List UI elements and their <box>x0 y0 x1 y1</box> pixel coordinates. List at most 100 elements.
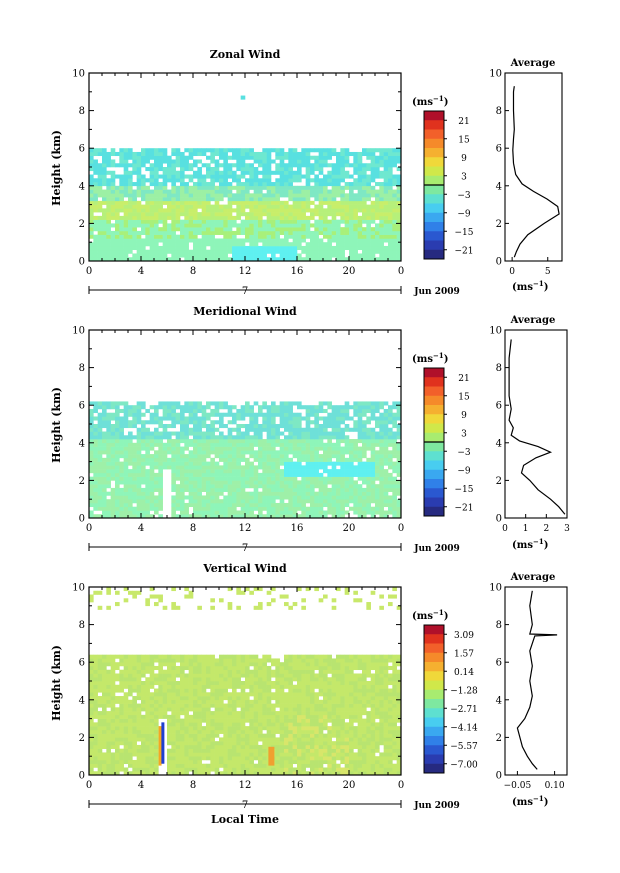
heatmap-cell <box>240 748 246 753</box>
heatmap-cell <box>158 159 163 164</box>
heatmap-cell <box>223 185 228 190</box>
heatmap-cell <box>201 212 207 217</box>
heatmap-cell <box>388 420 393 425</box>
heatmap-cell <box>154 729 159 734</box>
heatmap-cell <box>258 506 263 511</box>
heatmap-cell <box>271 416 276 421</box>
heatmap-cell <box>318 227 324 232</box>
heatmap-cell <box>110 197 116 202</box>
heatmap-cell <box>331 752 337 757</box>
heatmap-cell <box>223 223 228 228</box>
heatmap-cell <box>97 416 103 421</box>
heatmap-cell <box>119 748 124 753</box>
colorbar-swatch <box>424 111 444 121</box>
heatmap-cell <box>210 185 215 190</box>
heatmap-cell <box>184 457 189 462</box>
heatmap-cell <box>366 767 371 772</box>
heatmap-cell <box>392 193 397 198</box>
heatmap-cell <box>128 439 133 444</box>
heatmap-cell <box>284 182 289 187</box>
heatmap-cell <box>102 450 107 455</box>
heatmap-cell <box>175 151 181 157</box>
heatmap-cell <box>262 763 267 768</box>
heatmap-cell <box>110 424 116 429</box>
heatmap-cell <box>266 163 272 168</box>
heatmap-cell <box>327 729 332 734</box>
heatmap-cell <box>349 771 354 776</box>
heatmap-cell <box>210 408 215 414</box>
heatmap-cell <box>145 502 150 508</box>
heatmap-cell <box>292 148 298 153</box>
heatmap-cell <box>388 212 393 217</box>
heatmap-cell <box>219 771 224 776</box>
heatmap-cell <box>89 465 94 470</box>
heatmap-cell <box>353 408 358 414</box>
heatmap-cell <box>271 431 276 436</box>
heatmap-cell <box>206 412 211 417</box>
heatmap-cell <box>340 476 345 481</box>
heatmap-cell <box>336 189 341 194</box>
heatmap-cell <box>366 249 371 254</box>
heatmap-cell <box>162 151 168 157</box>
heatmap-cell <box>305 208 311 213</box>
heatmap-cell <box>253 212 259 217</box>
heatmap-cell <box>132 227 137 232</box>
heatmap-cell <box>292 208 298 213</box>
heatmap-cell <box>123 208 129 213</box>
heatmap-cell <box>119 737 124 742</box>
heatmap-cell <box>197 439 202 444</box>
heatmap-cell <box>197 182 202 187</box>
heatmap-cell <box>288 737 293 742</box>
heatmap-cell <box>357 185 363 190</box>
heatmap-cell <box>392 469 397 474</box>
date-label: Jun 2009 <box>413 544 460 554</box>
heatmap-cell <box>383 472 389 477</box>
heatmap-cell <box>119 487 124 492</box>
heatmap-cell <box>331 212 337 217</box>
y-axis-label: Height (km) <box>50 387 63 463</box>
heatmap-cell <box>318 454 324 459</box>
heatmap-cell <box>106 159 111 164</box>
heatmap-cell <box>201 197 207 202</box>
heatmap-cell <box>219 401 224 406</box>
heatmap-cell <box>297 189 302 194</box>
heatmap-cell <box>162 238 168 243</box>
heatmap-cell <box>253 450 259 455</box>
heatmap-cell <box>132 238 137 243</box>
heatmap-cell <box>201 480 207 485</box>
heatmap-cell <box>197 151 202 157</box>
heatmap-cell <box>128 424 133 429</box>
heatmap-cell <box>349 439 354 444</box>
heatmap-cell <box>292 219 298 224</box>
heatmap-cell <box>158 454 163 459</box>
heatmap-cell <box>188 412 194 417</box>
heatmap-cell <box>214 401 220 406</box>
heatmap-cell <box>275 435 280 440</box>
heatmap-cell <box>123 151 129 157</box>
heatmap-cell <box>171 148 176 153</box>
heatmap-cell <box>331 174 337 179</box>
heatmap-cell <box>349 442 354 447</box>
heatmap-cell <box>132 465 137 470</box>
heatmap-cell <box>227 737 233 742</box>
heatmap-cell <box>197 148 202 153</box>
heatmap-cell <box>266 200 272 205</box>
heatmap-cell <box>219 741 224 746</box>
heatmap-cell <box>271 253 276 258</box>
heatmap-cell <box>184 182 189 187</box>
heatmap-cell <box>349 476 354 481</box>
heatmap-cell <box>357 245 363 251</box>
heatmap-cell <box>97 185 103 190</box>
heatmap-cell <box>123 476 129 481</box>
heatmap-cell <box>193 502 198 508</box>
heatmap-cell <box>110 767 116 772</box>
heatmap-cell <box>206 446 211 451</box>
heatmap-cell <box>383 193 389 198</box>
heatmap-cell <box>314 499 319 504</box>
heatmap-cell <box>236 148 241 153</box>
heatmap-cell <box>383 151 389 157</box>
heatmap-cell <box>149 472 155 477</box>
heatmap-cell <box>223 465 228 470</box>
heatmap-cell <box>383 204 389 209</box>
heatmap-cell <box>227 759 233 765</box>
